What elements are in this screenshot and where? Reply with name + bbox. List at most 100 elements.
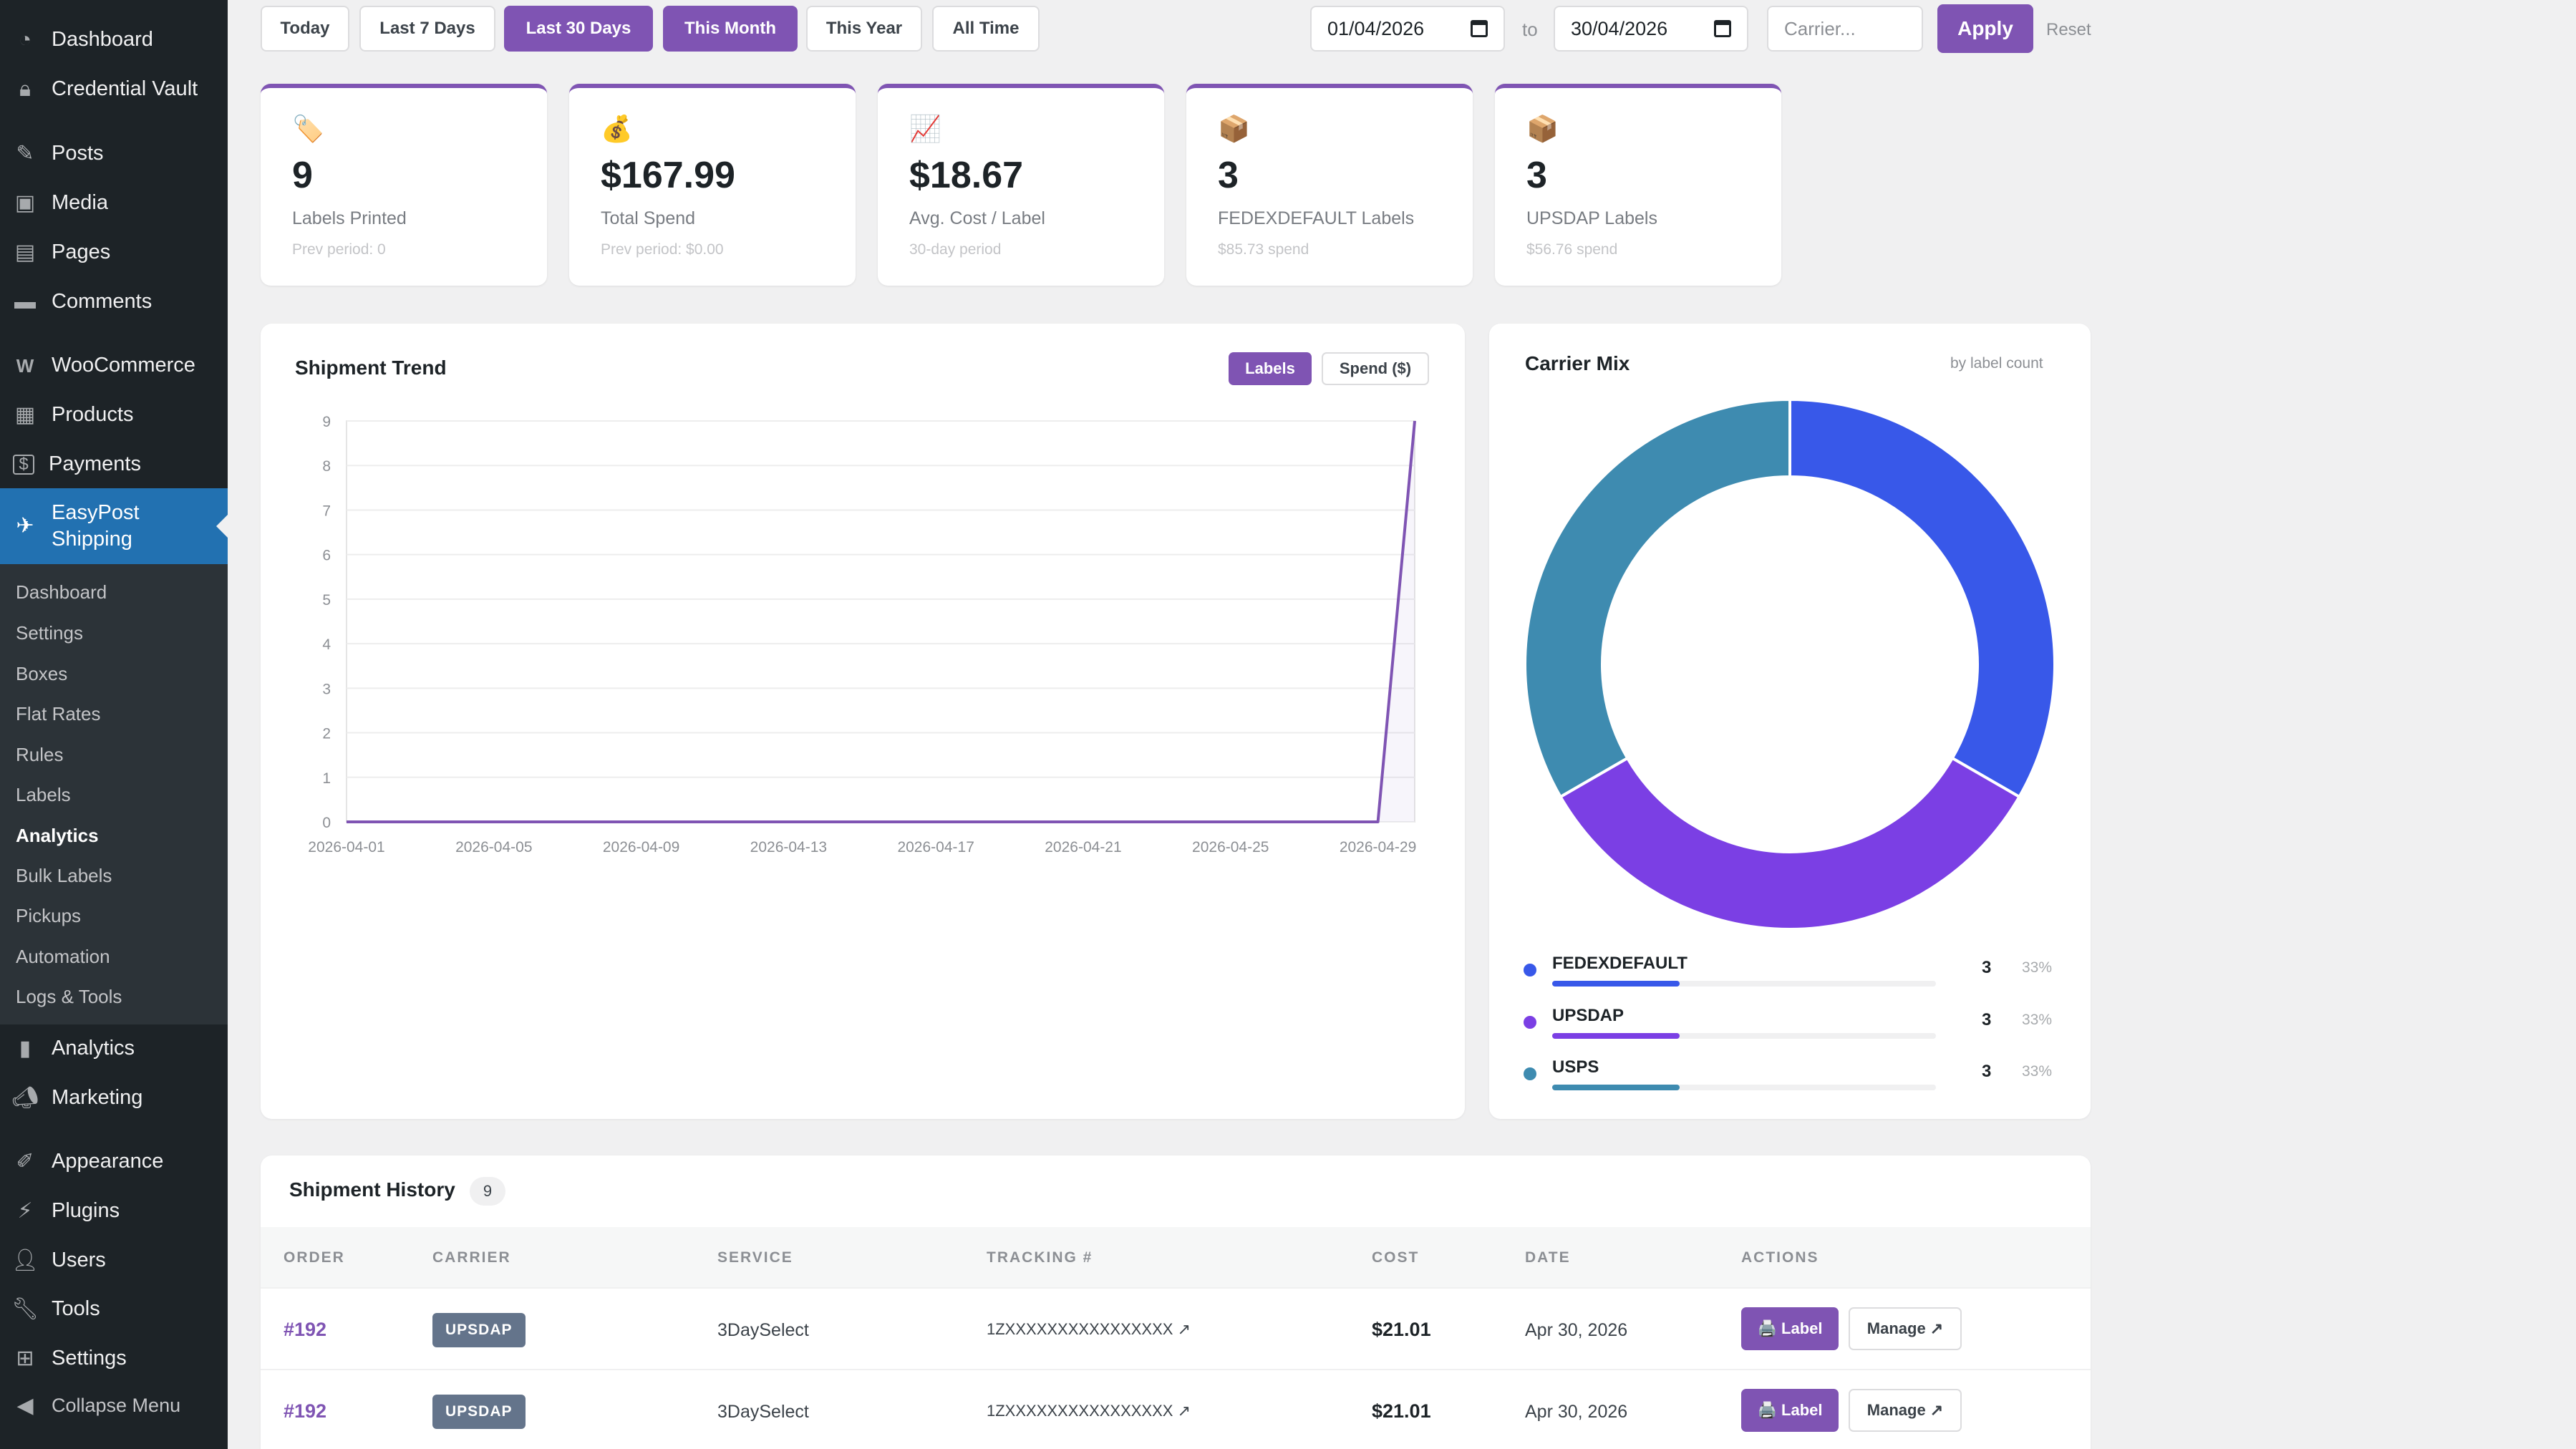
active-menu-arrow (216, 515, 228, 538)
apply-button[interactable]: Apply (1937, 4, 2033, 53)
calendar-icon[interactable] (1471, 20, 1488, 37)
kpi-label: Total Spend (601, 208, 696, 228)
submenu-pickups[interactable]: Pickups (16, 905, 82, 926)
menu-easypost-shipping[interactable]: ✈ EasyPost Shipping (0, 488, 228, 564)
legend-carrier-name: USPS (1552, 1057, 1599, 1077)
submenu-automation[interactable]: Automation (16, 946, 110, 967)
submenu-analytics[interactable]: Analytics (16, 825, 99, 846)
preset-today[interactable]: Today (261, 6, 349, 52)
kpi-subtext: $85.73 spend (1218, 241, 1309, 258)
preset-last-7-days[interactable]: Last 7 Days (359, 6, 495, 52)
col-service[interactable]: SERVICE (717, 1249, 793, 1266)
table-row: #192 UPSDAP 3DaySelect 1ZXXXXXXXXXXXXXXX… (261, 1369, 2091, 1449)
date-range-to-label: to (1522, 19, 1538, 40)
kpi-fedexdefault-labels: 📦 3 FEDEXDEFAULT Labels $85.73 spend (1186, 84, 1473, 286)
menu-tools[interactable]: 🔧︎ Tools (11, 1297, 100, 1321)
x-tick-label: 2026-04-21 (1045, 839, 1121, 856)
col-carrier[interactable]: CARRIER (432, 1249, 511, 1266)
kpi-avg-cost: 📈 $18.67 Avg. Cost / Label 30-day period (878, 84, 1164, 286)
kpi-upsdap-labels: 📦 3 UPSDAP Labels $56.76 spend (1495, 84, 1781, 286)
carrier-mix-donut (1524, 397, 2056, 931)
preset-this-year[interactable]: This Year (806, 6, 922, 52)
chart-up-icon: 📈 (909, 114, 941, 143)
plug-icon: ⚡︎ (17, 1198, 33, 1223)
col-actions: ACTIONS (1741, 1249, 1819, 1266)
col-date[interactable]: DATE (1525, 1249, 1571, 1266)
tracking-link[interactable]: 1ZXXXXXXXXXXXXXXXX ↗ (987, 1402, 1191, 1420)
menu-pages[interactable]: ▤ Pages (0, 239, 228, 266)
kpi-label: Avg. Cost / Label (909, 208, 1045, 228)
y-tick-label: 1 (322, 770, 331, 787)
history-table-header (261, 1227, 2091, 1287)
menu-woocommerce[interactable]: W WooCommerce (0, 352, 228, 379)
submenu-labels[interactable]: Labels (16, 784, 71, 805)
carrier-mix-subtitle: by label count (1950, 355, 2043, 372)
cost-cell: $21.01 (1372, 1319, 1431, 1340)
submenu-logs-tools[interactable]: Logs & Tools (16, 986, 122, 1007)
col-cost[interactable]: COST (1372, 1249, 1420, 1266)
date-from-input[interactable]: 01/04/2026 (1310, 6, 1505, 52)
kpi-value: 3 (1526, 155, 1547, 196)
menu-posts[interactable]: ✎ Posts (0, 140, 228, 167)
preset-all-time[interactable]: All Time (932, 6, 1040, 52)
kpi-subtext: 30-day period (909, 241, 1002, 258)
lock-icon: 🔒︎ (19, 77, 31, 101)
y-tick-label: 9 (322, 414, 331, 430)
submenu-boxes[interactable]: Boxes (16, 663, 68, 684)
submenu-flat-rates[interactable]: Flat Rates (16, 703, 101, 724)
kpi-value: $18.67 (909, 155, 1024, 196)
print-label-button[interactable]: 🖨️ Label (1741, 1307, 1839, 1350)
order-link[interactable]: #192 (284, 1319, 327, 1340)
admin-sidebar: ◔ Dashboard 🔒︎ Credential Vault ✎ Posts ▣ Me… (0, 0, 228, 1449)
menu-dashboard[interactable]: ◔ Dashboard (0, 26, 228, 53)
y-tick-label: 7 (322, 503, 331, 519)
submenu-bulk-labels[interactable]: Bulk Labels (16, 865, 112, 886)
legend-color-dot (1524, 1016, 1536, 1029)
x-tick-label: 2026-04-25 (1192, 839, 1269, 856)
wrench-icon: 🔧︎ (11, 1297, 39, 1321)
tag-icon: 🏷️ (292, 114, 324, 143)
carrier-filter-input[interactable]: Carrier... (1767, 6, 1923, 52)
date-to-input[interactable]: 30/04/2026 (1554, 6, 1748, 52)
menu-users[interactable]: 👤︎ Users (11, 1248, 106, 1272)
history-title: Shipment History (289, 1178, 455, 1201)
menu-appearance[interactable]: ✐ Appearance (0, 1148, 228, 1175)
reset-link[interactable]: Reset (2046, 20, 2091, 39)
submenu-dashboard[interactable]: Dashboard (16, 581, 107, 603)
menu-plugins[interactable]: ⚡︎ Plugins (0, 1198, 228, 1224)
calendar-icon[interactable] (1714, 20, 1731, 37)
toggle-labels[interactable]: Labels (1229, 352, 1312, 385)
menu-marketing[interactable]: 📣︎ Marketing (11, 1085, 143, 1110)
preset-last-30-days[interactable]: Last 30 Days (504, 6, 653, 52)
print-label-button[interactable]: 🖨️ Label (1741, 1389, 1839, 1432)
y-tick-label: 0 (322, 815, 331, 831)
woo-icon: W (16, 354, 34, 377)
menu-products[interactable]: ▦ Products (0, 402, 228, 428)
col-tracking[interactable]: TRACKING # (987, 1249, 1093, 1266)
preset-this-month[interactable]: This Month (663, 6, 798, 52)
kpi-label: FEDEXDEFAULT Labels (1218, 208, 1415, 228)
legend-percent: 33% (2022, 959, 2053, 976)
archive-icon: ▦ (14, 402, 36, 427)
series-area (347, 421, 1415, 822)
order-link[interactable]: #192 (284, 1400, 327, 1422)
legend-share-fill (1552, 981, 1680, 987)
col-order[interactable]: ORDER (284, 1249, 345, 1266)
menu-settings[interactable]: ⊞ Settings (0, 1345, 228, 1372)
menu-payments[interactable]: $ Payments (0, 451, 228, 478)
dashboard-icon: ◔ (18, 27, 32, 52)
toggle-spend[interactable]: Spend ($) (1322, 352, 1429, 385)
manage-button[interactable]: Manage ↗ (1849, 1307, 1962, 1350)
menu-credential-vault[interactable]: 🔒︎ Credential Vault (0, 76, 228, 102)
submenu-rules[interactable]: Rules (16, 744, 64, 765)
y-tick-label: 6 (322, 548, 331, 564)
submenu-settings[interactable]: Settings (16, 622, 83, 644)
menu-media[interactable]: ▣ Media (0, 190, 228, 216)
menu-analytics[interactable]: ▮ Analytics (0, 1035, 228, 1062)
y-tick-label: 8 (322, 458, 331, 475)
manage-button[interactable]: Manage ↗ (1849, 1389, 1962, 1432)
collapse-menu[interactable]: ◀ Collapse Menu (0, 1392, 228, 1419)
package-icon: 📦 (1526, 114, 1559, 143)
tracking-link[interactable]: 1ZXXXXXXXXXXXXXXXX ↗ (987, 1320, 1191, 1338)
menu-comments[interactable]: ▬ Comments (14, 289, 152, 314)
